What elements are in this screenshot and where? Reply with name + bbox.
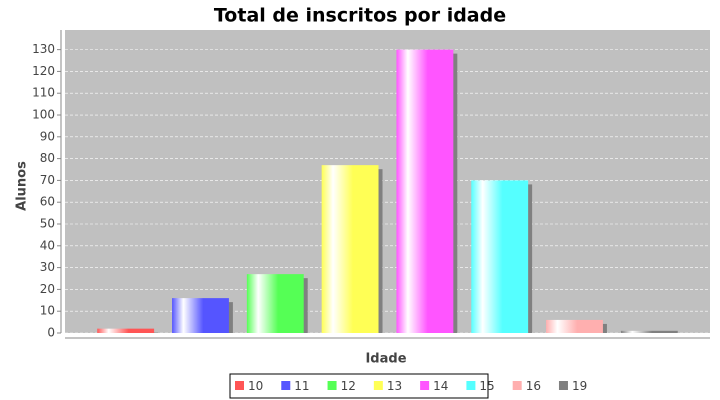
y-tick-label: 40: [40, 238, 55, 252]
bar: [321, 165, 379, 333]
legend-label: 15: [479, 379, 494, 393]
legend-swatch: [235, 381, 244, 390]
x-axis-label: Idade: [365, 352, 406, 367]
y-tick-label: 50: [40, 217, 55, 231]
y-tick-label: 110: [32, 86, 55, 100]
y-tick-label: 20: [40, 282, 55, 296]
y-tick-label: 100: [32, 108, 55, 122]
y-tick-label: 30: [40, 260, 55, 274]
legend-label: 19: [572, 379, 587, 393]
legend-swatch: [466, 381, 476, 390]
legend: [229, 373, 489, 399]
bar: [172, 298, 229, 333]
y-axis-label: Alunos: [15, 161, 30, 211]
y-tick-label: 10: [40, 304, 55, 318]
y-tick-label: 120: [32, 64, 55, 78]
plot-area: [65, 30, 710, 333]
bar: [396, 49, 454, 333]
bar: [546, 319, 603, 333]
legend-swatch: [281, 381, 291, 390]
bar: [620, 330, 678, 333]
legend-swatch: [512, 381, 522, 390]
chart-title: Total de inscritos por idade: [214, 5, 506, 27]
legend-swatch: [558, 381, 568, 390]
y-tick-label: 130: [32, 42, 55, 56]
legend-label: 11: [294, 379, 309, 393]
legend-label: 16: [526, 379, 541, 393]
y-tick-label: 80: [40, 151, 55, 165]
legend-label: 10: [248, 379, 263, 393]
bar: [471, 180, 529, 333]
y-tick-label: 60: [40, 195, 55, 209]
bar: [97, 328, 155, 333]
y-tick-label: 70: [40, 173, 55, 187]
y-tick-label: 90: [40, 129, 55, 143]
legend-label: 12: [341, 379, 356, 393]
y-tick-label: 0: [47, 326, 55, 340]
bar: [246, 274, 304, 333]
legend-swatch: [420, 381, 430, 390]
legend-swatch: [373, 381, 383, 390]
legend-label: 14: [433, 379, 448, 393]
legend-label: 13: [387, 379, 402, 393]
legend-swatch: [327, 381, 337, 390]
